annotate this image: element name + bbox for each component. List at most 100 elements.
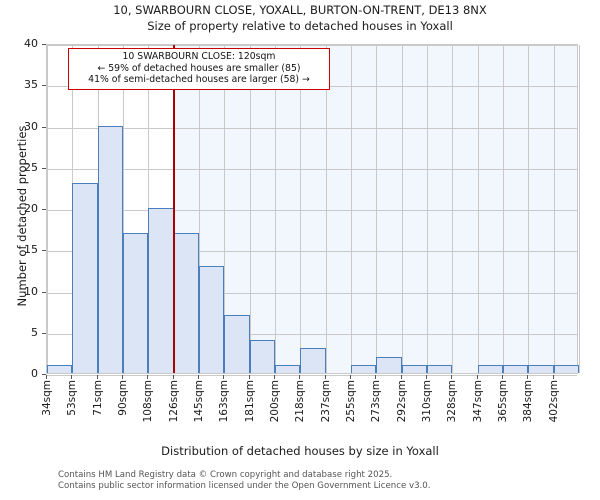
x-axis-tick-label: 292sqm xyxy=(395,380,408,423)
gridline-horizontal xyxy=(47,127,577,129)
x-axis-tick-mark xyxy=(71,375,73,379)
gridline-vertical xyxy=(300,45,302,373)
gridline-vertical xyxy=(452,45,454,373)
x-axis-tick-mark xyxy=(476,375,478,379)
histogram-bar xyxy=(249,340,275,373)
gridline-horizontal xyxy=(47,210,577,211)
gridline-vertical xyxy=(224,45,226,373)
x-axis-tick-mark xyxy=(451,375,453,379)
histogram-bar xyxy=(275,364,301,373)
x-axis-tick-mark xyxy=(147,375,149,379)
x-axis-tick-label: 237sqm xyxy=(319,380,332,423)
y-axis-title: Number of detached properties xyxy=(15,125,29,307)
gridline-vertical xyxy=(376,45,378,373)
x-axis-tick-label: 108sqm xyxy=(142,380,155,423)
x-axis-tick-mark xyxy=(223,375,225,379)
y-axis-tick-label: 5 xyxy=(31,325,38,339)
gridline-horizontal xyxy=(47,168,577,170)
y-axis-tick-mark xyxy=(42,126,46,128)
y-axis-tick-mark xyxy=(42,250,46,252)
gridline-vertical xyxy=(199,45,200,373)
gridline-vertical xyxy=(325,45,327,373)
footer-line-2: Contains public sector information licen… xyxy=(58,480,431,491)
gridline-vertical xyxy=(123,45,124,373)
histogram-bar xyxy=(528,364,554,373)
x-axis-tick-label: 310sqm xyxy=(421,380,433,423)
plot-area xyxy=(46,44,580,376)
histogram-bar xyxy=(427,364,453,373)
x-axis-tick-mark xyxy=(400,375,402,379)
gridline-horizontal xyxy=(47,292,577,294)
x-axis-tick-mark xyxy=(248,375,250,379)
histogram-bar xyxy=(123,232,149,373)
x-axis-tick-label: 384sqm xyxy=(522,380,535,423)
gridline-horizontal xyxy=(47,333,577,335)
x-axis-tick-mark xyxy=(172,375,174,379)
y-axis-tick-label: 25 xyxy=(24,160,38,174)
property-size-marker-line xyxy=(172,45,175,373)
x-axis-tick-label: 365sqm xyxy=(497,380,509,423)
y-axis-tick-mark xyxy=(42,85,46,87)
histogram-bar xyxy=(72,183,98,373)
y-axis-tick-mark xyxy=(42,209,46,210)
gridline-vertical xyxy=(47,45,48,373)
y-axis-tick-label: 40 xyxy=(24,37,38,50)
x-axis-tick-label: 402sqm xyxy=(547,380,560,423)
gridline-horizontal xyxy=(47,45,577,46)
x-axis-tick-label: 273sqm xyxy=(370,380,383,423)
footer-attribution: Contains HM Land Registry data © Crown c… xyxy=(58,470,578,491)
y-axis-tick-mark xyxy=(42,291,46,293)
x-axis-tick-mark xyxy=(299,375,301,379)
x-axis-tick-mark xyxy=(375,375,377,379)
gridline-vertical xyxy=(528,45,530,373)
annotation-line-1: 10 SWARBOURN CLOSE: 120sqm xyxy=(122,51,276,62)
y-axis-tick-label: 10 xyxy=(24,284,38,298)
histogram-bar xyxy=(401,364,427,373)
x-axis-title: Distribution of detached houses by size … xyxy=(161,444,439,458)
y-axis-tick-mark xyxy=(42,44,46,45)
x-axis-tick-mark xyxy=(198,375,199,379)
gridline-vertical xyxy=(275,45,276,373)
y-axis-tick-mark xyxy=(42,167,46,169)
histogram-bar xyxy=(300,348,326,373)
gridline-horizontal xyxy=(47,251,577,253)
gridline-vertical xyxy=(351,45,352,373)
x-axis-tick-label: 218sqm xyxy=(294,380,307,423)
y-axis-tick-label: 30 xyxy=(24,119,38,133)
annotation-line-3: 41% of semi-detached houses are larger (… xyxy=(88,74,310,85)
x-axis-tick-mark xyxy=(46,375,47,379)
x-axis-tick-label: 34sqm xyxy=(41,380,53,416)
histogram-bar xyxy=(477,364,503,373)
footer-line-1: Contains HM Land Registry data © Crown c… xyxy=(58,470,393,480)
x-axis-tick-label: 181sqm xyxy=(243,380,256,423)
annotation-line-2: ← 59% of detached houses are smaller (85… xyxy=(97,62,301,74)
histogram-bar xyxy=(224,315,250,373)
chart-title: 10, SWARBOURN CLOSE, YOXALL, BURTON-ON-T… xyxy=(113,3,487,17)
x-axis-tick-label: 200sqm xyxy=(269,380,281,423)
x-axis-tick-mark xyxy=(122,375,123,379)
x-axis-tick-label: 126sqm xyxy=(167,380,180,423)
x-axis-tick-mark xyxy=(426,375,427,379)
x-axis-tick-label: 90sqm xyxy=(117,380,129,416)
x-axis-tick-label: 328sqm xyxy=(446,380,459,423)
gridline-vertical xyxy=(401,45,403,373)
histogram-bar xyxy=(503,364,529,373)
y-axis-tick-label: 15 xyxy=(24,243,38,257)
x-axis-tick-mark xyxy=(96,375,98,379)
chart-subtitle: Size of property relative to detached ho… xyxy=(147,19,453,33)
histogram-bar xyxy=(376,356,402,373)
y-axis-tick-label: 35 xyxy=(24,78,38,92)
gridline-vertical xyxy=(477,45,479,373)
histogram-bar xyxy=(97,125,123,373)
x-axis-tick-mark xyxy=(552,375,554,379)
y-axis-tick-label: 0 xyxy=(31,367,38,380)
x-axis-tick-label: 255sqm xyxy=(345,380,357,423)
y-axis-tick-label: 20 xyxy=(24,202,38,215)
annotation-box: 10 SWARBOURN CLOSE: 120sqm ← 59% of deta… xyxy=(68,48,330,90)
x-axis-tick-label: 163sqm xyxy=(218,380,231,423)
x-axis-tick-label: 53sqm xyxy=(66,380,79,416)
x-axis-tick-mark xyxy=(502,375,503,379)
x-axis-tick-mark xyxy=(274,375,275,379)
